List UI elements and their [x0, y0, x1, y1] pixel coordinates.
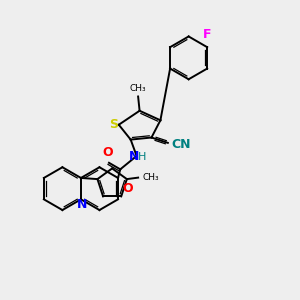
Text: N: N [77, 198, 87, 211]
Text: CH₃: CH₃ [142, 173, 159, 182]
Text: CH₃: CH₃ [130, 84, 146, 93]
Text: CN: CN [171, 138, 191, 151]
Text: S: S [109, 118, 118, 131]
Text: O: O [123, 182, 133, 195]
Text: N: N [128, 150, 139, 163]
Text: O: O [102, 146, 113, 159]
Text: F: F [203, 28, 212, 40]
Text: H: H [138, 152, 146, 161]
